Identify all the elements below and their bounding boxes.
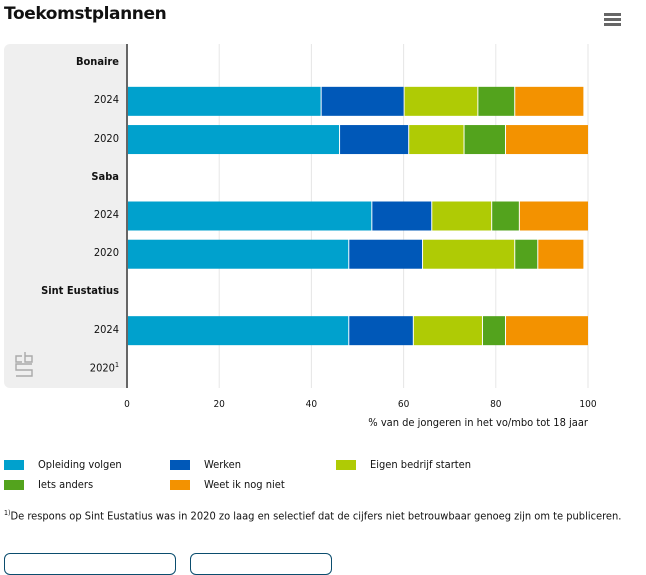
legend-item[interactable]: Weet ik nog niet: [170, 478, 285, 491]
category-label: 2020: [94, 132, 119, 145]
category-label-text: 2020: [93, 131, 119, 145]
x-tick-label: 20: [213, 399, 225, 410]
bar-segment[interactable]: [409, 125, 464, 155]
bar-segment[interactable]: [515, 86, 584, 116]
chart-title: Toekomstplannen: [4, 4, 167, 24]
x-tick-label: 40: [305, 399, 318, 410]
category-label: 2024: [94, 208, 119, 221]
bar-segment[interactable]: [506, 125, 588, 155]
x-axis-title: % van de jongeren in het vo/mbo tot 18 j…: [368, 416, 588, 429]
category-label-text: 2024: [93, 93, 119, 107]
bar-segment[interactable]: [340, 125, 409, 155]
x-tick-label: 60: [397, 399, 410, 410]
legend-label: Werken: [204, 458, 242, 471]
category-label: 2024: [94, 323, 119, 336]
legend-item[interactable]: Iets anders: [4, 478, 93, 491]
hamburger-menu-icon-line: [603, 23, 621, 26]
category-label: 2020: [94, 246, 119, 259]
footnote: 1)De respons op Sint Eustatius was in 20…: [4, 506, 624, 524]
category-label: 2024: [94, 93, 119, 106]
bar-segment[interactable]: [464, 125, 506, 155]
action-button-1[interactable]: [4, 553, 176, 575]
category-label-panel: [4, 44, 126, 388]
action-button-2[interactable]: [190, 553, 332, 575]
hamburger-menu-button[interactable]: [600, 10, 624, 28]
legend-label: Iets anders: [38, 478, 94, 491]
bar-segment[interactable]: [515, 239, 538, 269]
bar-segment[interactable]: [127, 316, 349, 346]
legend-label: Eigen bedrijf starten: [370, 458, 472, 471]
y-axis-line: [126, 44, 128, 388]
bar-segment[interactable]: [413, 316, 482, 346]
bar-segment[interactable]: [404, 86, 478, 116]
legend-label: Weet ik nog niet: [204, 478, 285, 491]
bar-segment[interactable]: [127, 201, 372, 231]
category-label-text: Sint Eustatius: [41, 284, 119, 298]
bar-segment[interactable]: [432, 201, 492, 231]
bar-segment[interactable]: [349, 316, 413, 346]
category-label-text: 2020: [89, 361, 115, 375]
legend-swatch: [336, 459, 356, 470]
x-tick-label: 100: [579, 399, 597, 410]
x-tick-label: 0: [124, 399, 130, 410]
footnote-mark: 1): [4, 509, 11, 517]
category-label-text: 2024: [93, 322, 119, 336]
legend-item[interactable]: Eigen bedrijf starten: [336, 458, 471, 471]
bar-segment[interactable]: [519, 201, 588, 231]
legend-item[interactable]: Opleiding volgen: [4, 458, 122, 471]
group-label: Bonaire: [76, 55, 119, 68]
bar-segment[interactable]: [492, 201, 519, 231]
category-label: 20201: [90, 361, 119, 375]
legend-label: Opleiding volgen: [38, 458, 122, 471]
legend-swatch: [170, 459, 190, 470]
bar-segment[interactable]: [482, 316, 506, 346]
bar-segment[interactable]: [127, 125, 340, 155]
bar-segment[interactable]: [127, 239, 349, 269]
bar-segment[interactable]: [478, 86, 515, 116]
legend-item[interactable]: Werken: [170, 458, 241, 471]
group-label: Sint Eustatius: [41, 284, 119, 297]
legend-swatch: [170, 479, 190, 490]
bar-segment[interactable]: [321, 86, 404, 116]
bar-segment[interactable]: [349, 239, 423, 269]
category-label-text: 2020: [93, 246, 119, 260]
bar-segment[interactable]: [538, 239, 584, 269]
category-label-text: Bonaire: [75, 55, 119, 69]
bar-segment[interactable]: [423, 239, 515, 269]
legend-swatch: [4, 479, 24, 490]
chart-plot-area: [127, 44, 589, 388]
category-label-text: 2024: [93, 208, 119, 221]
cbs-logo-icon: [15, 352, 33, 377]
hamburger-menu-icon-line: [603, 18, 621, 21]
footnote-text: De respons op Sint Eustatius was in 2020…: [10, 509, 622, 523]
group-label: Saba: [91, 170, 119, 183]
bar-segment[interactable]: [127, 86, 321, 116]
bar-segment[interactable]: [372, 201, 432, 231]
x-tick-label: 80: [490, 399, 502, 410]
category-label-text: Saba: [91, 169, 119, 183]
footnote-mark: 1: [114, 360, 119, 369]
hamburger-menu-icon: [603, 13, 621, 16]
legend-swatch: [4, 459, 24, 470]
bar-segment[interactable]: [506, 316, 588, 346]
